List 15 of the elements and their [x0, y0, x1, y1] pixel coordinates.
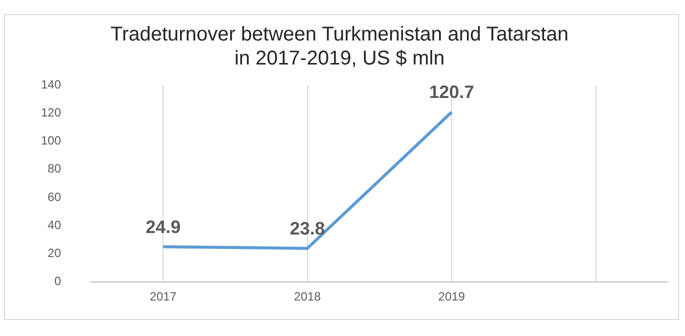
x-tick-label: 2018 [294, 289, 322, 304]
y-tick-label: 80 [48, 162, 62, 176]
y-tick-label: 20 [48, 246, 62, 260]
x-tick-label: 2017 [150, 289, 177, 304]
chart-title: Tradeturnover between Turkmenistan and Tatarstan in 2017-2019, US $ mln [110, 24, 569, 70]
y-tick-label: 0 [54, 274, 62, 288]
data-label: 120.7 [429, 82, 474, 102]
y-tick-label: 60 [48, 190, 62, 204]
y-tick-label: 120 [40, 105, 62, 120]
data-label: 24.9 [146, 216, 181, 237]
y-tick-label: 140 [40, 77, 62, 92]
data-label: 23.8 [290, 218, 325, 238]
y-tick-label: 100 [40, 134, 62, 148]
x-tick-label: 2019 [438, 289, 466, 304]
y-tick-label: 40 [48, 218, 62, 232]
